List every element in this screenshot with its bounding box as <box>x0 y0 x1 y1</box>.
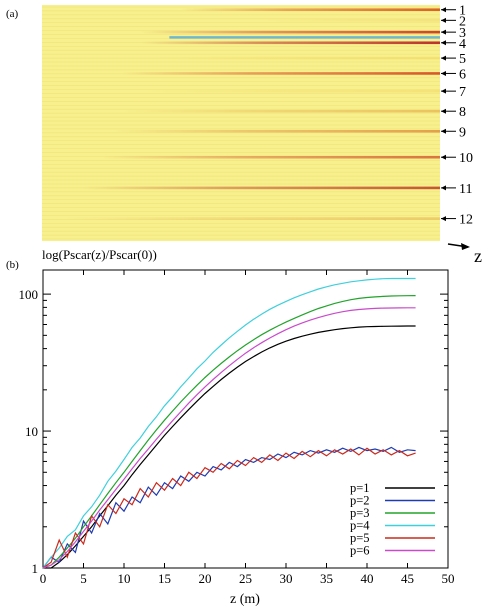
heatmap-line-arrowhead-8 <box>441 108 446 114</box>
chart-title: log(Pscar(z)/Pscar(0)) <box>42 247 157 262</box>
y-tick-label: 100 <box>19 287 39 302</box>
x-tick-label: 0 <box>40 571 47 586</box>
heatmap-line-10 <box>101 155 440 159</box>
heatmap-line-label-2: 2 <box>459 14 466 29</box>
heatmap-line-label-4: 4 <box>459 37 466 52</box>
legend-label-p-2: p=2 <box>350 494 370 508</box>
legend-label-p-5: p=5 <box>350 531 370 545</box>
panel-b-label: (b) <box>6 259 19 271</box>
heatmap-panel-a <box>42 5 441 241</box>
heatmap-line-8 <box>121 109 440 113</box>
y-tick-label: 10 <box>25 424 38 439</box>
panel-a-label: (a) <box>6 8 19 20</box>
heatmap-line-arrowhead-7 <box>441 88 446 94</box>
heatmap-line-6 <box>121 72 440 75</box>
x-axis-label: z (m) <box>230 592 260 607</box>
x-tick-label: 50 <box>442 571 455 586</box>
heatmap-line-label-8: 8 <box>459 105 466 120</box>
heatmap-line-arrowhead-1 <box>441 7 446 13</box>
x-tick-label: 20 <box>199 571 212 586</box>
x-tick-label: 10 <box>118 571 131 586</box>
legend-label-p-6: p=6 <box>350 544 370 558</box>
legend-label-p-3: p=3 <box>350 506 370 520</box>
heatmap-line-11 <box>81 186 441 190</box>
series-line-p-4 <box>42 277 416 569</box>
heatmap-z-label: z <box>474 246 482 266</box>
heatmap-line-arrowhead-5 <box>441 55 446 61</box>
legend-label-p-1: p=1 <box>350 481 370 495</box>
heatmap-line-arrowhead-12 <box>441 216 446 222</box>
legend-label-p-4: p=4 <box>350 519 370 533</box>
heatmap-line-arrowhead-2 <box>441 17 446 23</box>
heatmap-line-9 <box>113 129 440 133</box>
z-arrow <box>447 243 470 250</box>
x-tick-label: 15 <box>158 571 171 586</box>
heatmap-line-arrowhead-10 <box>441 154 446 160</box>
x-tick-label: 45 <box>401 571 414 586</box>
heatmap-line-arrowhead-6 <box>441 70 446 76</box>
heatmap-highlight-band <box>169 36 441 39</box>
heatmap-line-label-1: 1 <box>459 4 466 19</box>
heatmap-line-label-12: 12 <box>459 213 473 228</box>
heatmap-line-label-10: 10 <box>459 151 473 166</box>
heatmap-line-arrowhead-4 <box>441 40 446 46</box>
heatmap-line-arrowhead-11 <box>441 185 446 191</box>
heatmap-line-12 <box>61 217 441 220</box>
y-tick-label: 1 <box>32 561 39 576</box>
heatmap-line-label-6: 6 <box>459 67 466 82</box>
heatmap-line-arrowhead-3 <box>441 29 446 35</box>
x-tick-label: 5 <box>80 571 87 586</box>
x-tick-label: 35 <box>320 571 333 586</box>
line-plot-panel-b: 0 5 10 15 20 25 30 35 40 45 50110100p=1p=2p=3p=4p=… <box>19 269 455 586</box>
heatmap-line-4 <box>141 41 440 45</box>
series-line-p-1 <box>43 325 416 569</box>
heatmap-background <box>42 5 440 241</box>
series-line-p-2 <box>42 446 416 569</box>
heatmap-line-label-9: 9 <box>459 125 466 140</box>
x-tick-label: 25 <box>239 571 252 586</box>
heatmap-line-label-5: 5 <box>459 52 466 67</box>
heatmap-line-label-7: 7 <box>459 85 466 100</box>
heatmap-line-label-11: 11 <box>459 182 472 197</box>
heatmap-line-7 <box>141 89 440 93</box>
heatmap-line-5 <box>153 56 440 60</box>
heatmap-line-label-3: 3 <box>459 26 466 41</box>
heatmap-line-1 <box>181 8 441 12</box>
heatmap-line-3 <box>141 30 440 34</box>
plot-frame <box>42 269 449 569</box>
heatmap-line-arrowhead-9 <box>441 128 446 134</box>
heatmap-line-2 <box>260 19 440 22</box>
series-line-p-6 <box>42 307 416 569</box>
series-line-p-3 <box>42 295 416 569</box>
series-line-p-5 <box>42 447 416 569</box>
x-tick-label: 30 <box>280 571 293 586</box>
x-tick-label: 40 <box>361 571 374 586</box>
